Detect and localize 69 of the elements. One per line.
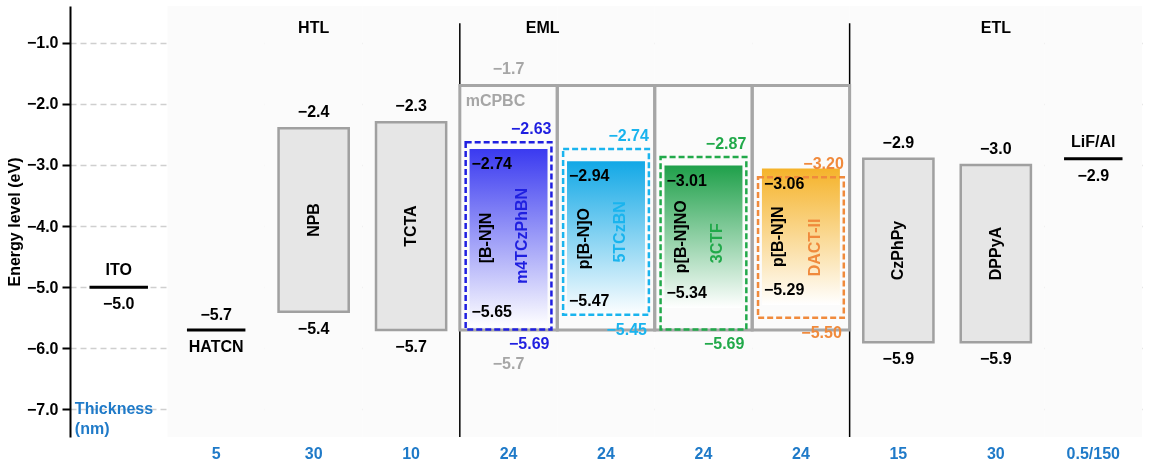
bar: [277, 127, 350, 313]
y-tick-label: −2.0: [26, 95, 59, 113]
band-label: HTL: [298, 19, 330, 36]
text: −5.7: [395, 338, 427, 356]
text: −3.01: [666, 171, 707, 189]
text: −2.87: [705, 135, 747, 152]
text: −2.94: [568, 167, 610, 185]
x-tick-label: 10: [402, 444, 421, 462]
series-label: [B-N]N: [477, 212, 495, 264]
x-axis-title: Thickness (nm): [74, 400, 154, 437]
text: DACT-II: [805, 218, 823, 277]
text: m4TCzPhBN: [513, 187, 531, 284]
text: −2.3: [395, 97, 427, 115]
text: −5.4: [297, 319, 330, 337]
y-axis-title: Energy level (eV): [5, 157, 23, 287]
text: −3.0: [980, 139, 1012, 157]
series-label: HATCN: [188, 338, 244, 356]
text: −5.34: [666, 284, 707, 302]
series-label: DPPyA: [986, 226, 1004, 281]
band-label: ETL: [980, 19, 1012, 36]
y-tick-label: −6.0: [26, 339, 59, 357]
text: −5.7: [492, 355, 525, 373]
series-label: CzPhPy: [889, 220, 907, 281]
series-label: TCTA: [402, 204, 420, 247]
series-label: p[B-N]O: [574, 207, 592, 270]
series-label: NPB: [304, 203, 322, 237]
text: −5.69: [703, 335, 745, 353]
text: −5.50: [801, 323, 842, 341]
x-tick-label: 24: [597, 444, 615, 462]
text: −2.74: [471, 155, 512, 173]
x-tick-label: 30: [304, 444, 323, 462]
x-tick-label: 24: [792, 444, 810, 462]
series-label: LiF/Al: [1071, 132, 1116, 150]
x-tick-label: 5: [211, 444, 221, 462]
text: −5.9: [882, 350, 915, 368]
series-label: ITO: [105, 261, 132, 279]
x-tick-label: 0.5/150: [1066, 444, 1121, 462]
text: −3.20: [803, 155, 844, 173]
text: −2.9: [882, 133, 915, 151]
y-tick-label: −5.0: [26, 278, 59, 296]
bar: [862, 157, 935, 344]
y-tick-label: −4.0: [26, 217, 59, 235]
text: 3CTF: [708, 222, 726, 264]
text: −2.4: [297, 103, 330, 121]
text: −5.69: [508, 335, 550, 353]
text: −2.9: [1077, 166, 1110, 184]
x-tick-label: 24: [499, 444, 518, 462]
text: −2.63: [510, 120, 552, 138]
x-tick-label: 30: [986, 444, 1005, 462]
text: −3.06: [763, 174, 805, 192]
series-label: mCPBC: [465, 92, 526, 110]
series-label: p[B-N]N: [769, 206, 787, 267]
text: −2.74: [608, 127, 649, 145]
text: −5.29: [763, 280, 805, 298]
y-tick-label: −1.0: [26, 34, 59, 52]
y-tick-label: −3.0: [26, 156, 59, 174]
text: −5.7: [200, 306, 232, 324]
x-tick-label: 24: [694, 444, 713, 462]
band-label: EML: [525, 19, 560, 36]
x-tick-label: 15: [889, 444, 908, 462]
text: −5.45: [606, 320, 647, 338]
text: −5.47: [568, 291, 610, 309]
text: 5TCzBN: [610, 201, 628, 263]
text: −5.9: [980, 350, 1012, 368]
y-tick-label: −7.0: [26, 400, 59, 418]
series-label: p[B-N]NO: [672, 200, 690, 274]
text: −5.0: [102, 295, 135, 313]
text: −1.7: [492, 60, 525, 78]
text: −5.65: [471, 302, 512, 320]
